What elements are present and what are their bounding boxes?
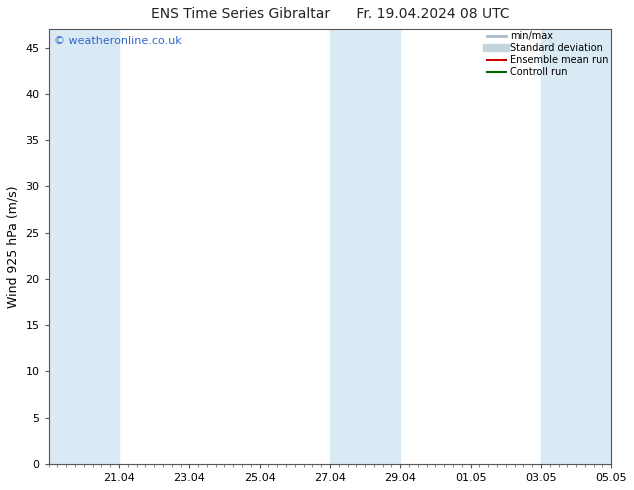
Bar (49, 29, 119, 464)
Title: ENS Time Series Gibraltar      Fr. 19.04.2024 08 UTC: ENS Time Series Gibraltar Fr. 19.04.2024… (151, 7, 509, 21)
Text: © weatheronline.co.uk: © weatheronline.co.uk (55, 36, 182, 46)
Bar (330, 29, 400, 464)
Y-axis label: Wind 925 hPa (m/s): Wind 925 hPa (m/s) (7, 185, 20, 308)
Legend: min/max, Standard deviation, Ensemble mean run, Controll run: min/max, Standard deviation, Ensemble me… (487, 31, 609, 77)
Bar (541, 29, 611, 464)
